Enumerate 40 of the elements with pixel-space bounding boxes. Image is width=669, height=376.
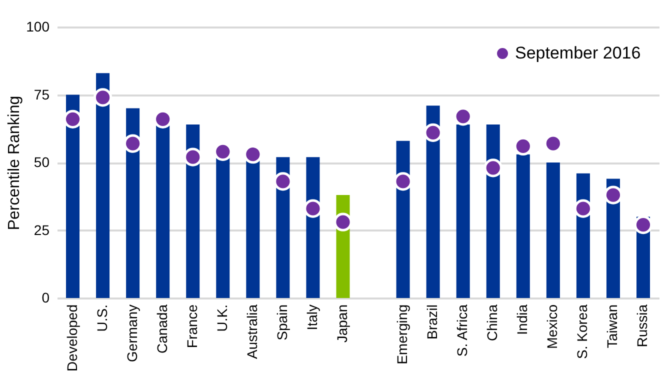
x-tick-label: U.K. [214, 304, 230, 332]
x-tick-label: S. Korea [574, 304, 590, 359]
bar [66, 94, 80, 298]
x-tick-label: Brazil [424, 304, 440, 340]
y-tick-label: 50 [34, 154, 50, 170]
x-tick-label: Spain [274, 304, 290, 340]
x-tick-label: Italy [304, 304, 320, 330]
y-tick-label: 0 [42, 290, 50, 306]
bar [96, 73, 110, 298]
legend-label: September 2016 [515, 44, 641, 62]
y-tick-label: 75 [34, 86, 50, 102]
y-tick-label: 100 [26, 18, 50, 34]
x-tick-label: Emerging [394, 304, 410, 364]
bar [516, 154, 530, 298]
y-axis-title: Percentile Ranking [6, 96, 24, 230]
x-tick-label: Taiwan [604, 304, 620, 348]
point [184, 148, 202, 166]
x-tick-label: Mexico [544, 304, 560, 349]
x-tick-label: Australia [244, 304, 260, 359]
bar [426, 106, 440, 298]
x-tick-label: S. Africa [454, 304, 470, 357]
x-tick-label: Canada [154, 304, 170, 354]
x-tick-label: Japan [334, 304, 350, 343]
y-tick-label: 25 [34, 222, 50, 238]
x-tick-label: China [484, 304, 500, 342]
point [484, 158, 502, 178]
point [634, 216, 653, 234]
bar [456, 124, 470, 298]
bar [126, 108, 140, 298]
x-tick-label: France [184, 304, 200, 348]
bar [486, 124, 500, 298]
bar [546, 162, 560, 298]
x-tick-label: Germany [124, 304, 140, 362]
bar [246, 160, 260, 298]
x-tick-label: Developed [64, 304, 80, 372]
x-tick-label: U.S. [94, 304, 110, 332]
x-tick-label: Russia [634, 304, 650, 348]
point [93, 88, 112, 107]
x-tick-label: India [514, 304, 530, 335]
bar [216, 157, 230, 298]
